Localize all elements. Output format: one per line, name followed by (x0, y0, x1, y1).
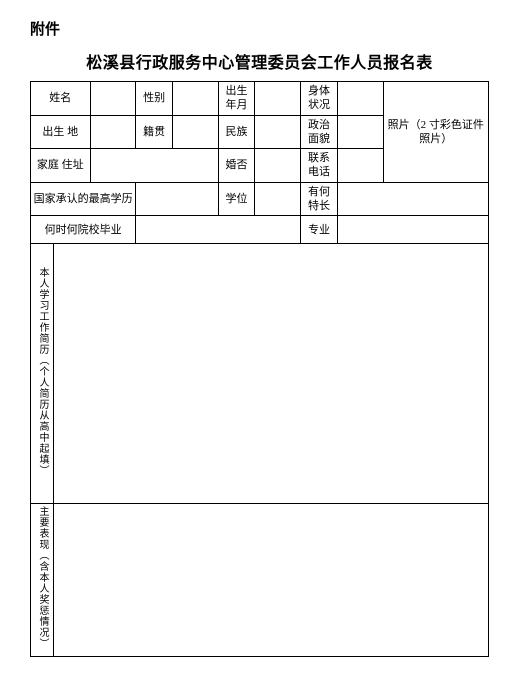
value-performance[interactable] (53, 504, 488, 656)
value-highestedu[interactable] (136, 182, 218, 216)
attachment-label: 附件 (30, 18, 489, 39)
label-specialty: 有何 特长 (301, 182, 338, 216)
value-specialty[interactable] (337, 182, 488, 216)
label-birthdate: 出生 年月 (218, 82, 255, 116)
form-title: 松溪县行政服务中心管理委员会工作人员报名表 (30, 49, 489, 73)
value-resume[interactable] (53, 244, 488, 504)
label-gradschool: 何时何院校毕业 (31, 216, 136, 244)
label-major: 专业 (301, 216, 338, 244)
label-degree: 学位 (218, 182, 255, 216)
label-marital: 婚否 (218, 149, 255, 183)
label-birthplace: 出生 地 (31, 115, 91, 149)
value-health[interactable] (337, 82, 383, 116)
label-political: 政治 面貌 (301, 115, 338, 149)
label-highestedu: 国家承认的最高学历 (31, 182, 136, 216)
photo-cell[interactable]: 照片（2 寸彩色证件照片） (383, 82, 488, 183)
label-health: 身体 状况 (301, 82, 338, 116)
label-performance: 主要表现（含本人奖惩情况） (31, 504, 54, 656)
label-ethnicity: 民族 (218, 115, 255, 149)
label-homeaddr: 家庭 住址 (31, 149, 91, 183)
value-political[interactable] (337, 115, 383, 149)
label-name: 姓名 (31, 82, 91, 116)
value-homeaddr[interactable] (90, 149, 218, 183)
value-marital[interactable] (255, 149, 301, 183)
value-gradschool[interactable] (136, 216, 301, 244)
value-contact[interactable] (337, 149, 383, 183)
label-contact: 联系 电话 (301, 149, 338, 183)
label-resume: 本人学习工作简历（个人简历从高中起填） (31, 244, 54, 504)
value-birthdate[interactable] (255, 82, 301, 116)
value-ethnicity[interactable] (255, 115, 301, 149)
value-birthplace[interactable] (90, 115, 136, 149)
label-gender: 性别 (136, 82, 173, 116)
registration-form-table: 姓名 性别 出生 年月 身体 状况 照片（2 寸彩色证件照片） 出生 地 籍贯 … (30, 81, 489, 657)
value-degree[interactable] (255, 182, 301, 216)
value-gender[interactable] (172, 82, 218, 116)
value-name[interactable] (90, 82, 136, 116)
value-major[interactable] (337, 216, 488, 244)
value-nativeplace[interactable] (172, 115, 218, 149)
label-nativeplace: 籍贯 (136, 115, 173, 149)
